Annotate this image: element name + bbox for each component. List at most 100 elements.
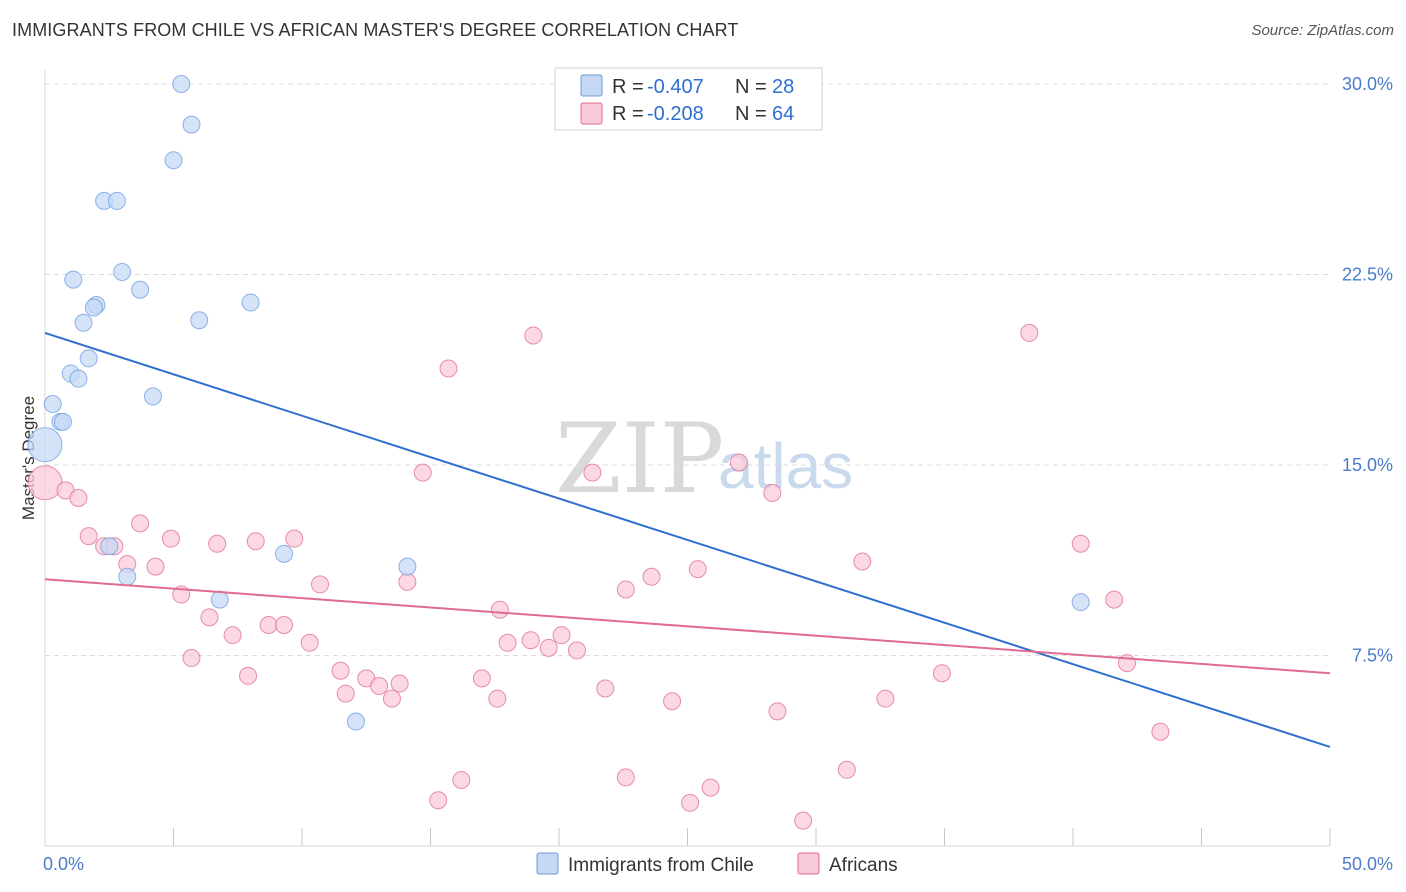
africans-point	[616, 580, 635, 599]
africans-point	[616, 768, 635, 787]
africans-point	[69, 489, 88, 508]
chile-trendline	[44, 331, 1331, 748]
chile-point	[164, 151, 183, 170]
legend-box: R = -0.407 N = 28 R = -0.208 N = 64	[554, 67, 823, 131]
africans-point	[259, 616, 278, 635]
africans-point	[27, 465, 63, 501]
africans-point	[452, 770, 471, 789]
chile-point	[43, 395, 62, 414]
africans-point	[275, 616, 294, 635]
africans-point	[390, 674, 409, 693]
africans-point	[223, 626, 242, 645]
africans-point	[246, 532, 265, 551]
africans-point	[488, 689, 507, 708]
africans-point	[768, 702, 787, 721]
watermark-zip: ZIP	[555, 403, 724, 515]
africans-point	[498, 633, 517, 652]
africans-point	[1020, 323, 1039, 342]
africans-point	[79, 527, 98, 546]
africans-point	[524, 326, 543, 345]
bottom-legend-label-chile: Immigrants from Chile	[568, 855, 754, 876]
africans-point	[763, 483, 782, 502]
chile-point	[74, 313, 93, 332]
africans-point	[681, 793, 700, 812]
chile-point	[118, 567, 137, 586]
chile-point	[53, 412, 72, 431]
africans-point	[182, 649, 201, 668]
chile-point	[113, 262, 132, 281]
source-label: Source: ZipAtlas.com	[1251, 22, 1394, 39]
chile-point	[172, 75, 191, 93]
series-chile-points	[27, 75, 1090, 731]
chile-point	[241, 293, 260, 312]
africans-point	[439, 359, 458, 378]
chile-point	[100, 537, 119, 556]
africans-point	[1071, 534, 1090, 553]
africans-point	[429, 791, 448, 810]
legend-swatch-africans	[580, 102, 603, 125]
legend-r-label-africans: R =	[612, 103, 644, 125]
chile-point	[143, 387, 162, 406]
chile-point	[64, 270, 83, 289]
x-ticks	[173, 828, 1331, 846]
bottom-legend: Immigrants from Chile Africans	[536, 852, 898, 876]
africans-point	[567, 641, 586, 660]
africans-point	[146, 557, 165, 576]
africans-point	[300, 633, 319, 652]
legend-r-value-chile: -0.407	[647, 76, 704, 98]
africans-point	[853, 552, 872, 571]
chart-title: IMMIGRANTS FROM CHILE VS AFRICAN MASTER'…	[12, 20, 739, 40]
chile-point	[190, 311, 209, 330]
africans-point	[285, 529, 304, 548]
africans-point	[521, 631, 540, 650]
africans-point	[490, 600, 509, 619]
bottom-legend-label-africans: Africans	[829, 855, 898, 876]
chile-point	[346, 712, 365, 731]
africans-point	[398, 572, 417, 591]
africans-point	[310, 575, 329, 594]
chile-point	[131, 280, 150, 299]
chile-point	[210, 590, 229, 609]
africans-point	[794, 811, 813, 830]
bottom-legend-swatch-africans	[797, 852, 820, 875]
africans-point	[161, 529, 180, 548]
legend-n-label-chile: N =	[735, 76, 767, 98]
chile-point	[79, 349, 98, 368]
africans-point	[200, 608, 219, 627]
series-africans-points	[27, 323, 1170, 830]
chile-point	[398, 557, 417, 576]
africans-point	[596, 679, 615, 698]
legend-n-label-africans: N =	[735, 103, 767, 125]
africans-point	[663, 692, 682, 711]
africans-point	[729, 453, 748, 472]
y-tick-label: 15.0%	[1342, 455, 1393, 475]
chile-point	[275, 544, 294, 563]
y-tick-label: 30.0%	[1342, 74, 1393, 94]
legend-n-value-africans: 64	[772, 103, 794, 125]
bottom-legend-swatch-chile	[536, 852, 559, 875]
africans-point	[413, 463, 432, 482]
y-tick-label: 22.5%	[1342, 265, 1393, 285]
africans-point	[208, 534, 227, 553]
legend-swatch-chile	[580, 74, 603, 97]
chile-point	[1071, 593, 1090, 612]
africans-point	[382, 689, 401, 708]
africans-point	[331, 661, 350, 680]
chile-point	[107, 191, 126, 210]
africans-point	[642, 567, 661, 586]
x-tick-label-max: 50.0%	[1342, 854, 1393, 874]
y-tick-label: 7.5%	[1352, 646, 1393, 666]
africans-point	[932, 664, 951, 683]
africans-point	[552, 626, 571, 645]
gridlines	[45, 83, 1330, 656]
legend-r-value-africans: -0.208	[647, 103, 704, 125]
africans-point	[583, 463, 602, 482]
africans-point	[472, 669, 491, 688]
africans-point	[239, 666, 258, 685]
africans-trendline	[44, 578, 1331, 675]
africans-point	[1105, 590, 1124, 609]
chile-point	[84, 298, 103, 317]
chile-point	[27, 427, 63, 463]
chile-point	[69, 369, 88, 388]
